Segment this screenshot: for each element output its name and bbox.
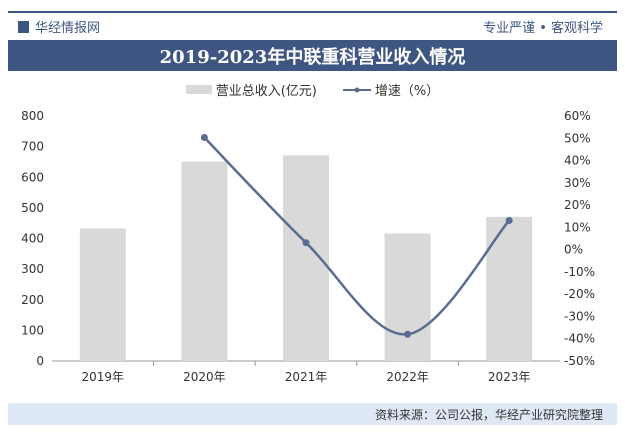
legend-bar: 营业总收入(亿元) xyxy=(185,80,317,99)
growth-point xyxy=(302,239,310,247)
legend: 营业总收入(亿元) 增速（%） xyxy=(0,80,625,99)
growth-line xyxy=(203,136,511,336)
right-tick-label: -40% xyxy=(564,332,595,346)
bar xyxy=(79,228,126,361)
bar xyxy=(181,161,228,361)
right-tick-label: 20% xyxy=(564,198,591,212)
right-tick-label: 10% xyxy=(564,220,591,234)
growth-point xyxy=(404,330,412,338)
left-tick-label: 300 xyxy=(21,262,44,276)
bar xyxy=(384,233,431,361)
bar xyxy=(283,155,329,361)
chart-title: 2019-2023年中联重科营业收入情况 xyxy=(8,40,617,71)
header-line xyxy=(8,11,617,13)
x-tick-label: 2019年 xyxy=(82,370,125,384)
left-tick-label: 800 xyxy=(21,109,44,123)
right-tick-label: -30% xyxy=(564,309,595,323)
right-tick-label: 30% xyxy=(564,176,591,190)
left-tick-label: 400 xyxy=(21,232,44,246)
right-tick-label: -50% xyxy=(564,354,595,368)
footer: 资料来源：公司公报，华经产业研究院整理 xyxy=(8,403,617,425)
x-tick-label: 2020年 xyxy=(183,370,226,384)
left-tick-label: 100 xyxy=(21,323,44,337)
right-tick-label: -20% xyxy=(564,287,595,301)
growth-point xyxy=(200,134,208,142)
right-tick-label: 60% xyxy=(564,109,591,123)
right-tick-label: -10% xyxy=(564,265,595,279)
left-tick-label: 0 xyxy=(36,354,44,368)
brand-name: 华经情报网 xyxy=(35,21,101,36)
x-tick-label: 2023年 xyxy=(488,370,531,384)
legend-line: 增速（%） xyxy=(342,80,439,99)
right-tick-label: 0% xyxy=(564,243,583,257)
left-tick-label: 700 xyxy=(21,140,44,154)
x-tick-label: 2021年 xyxy=(285,370,328,384)
brand: 华经情报网 xyxy=(18,17,100,36)
right-tick-label: 50% xyxy=(564,131,591,145)
logo-icon xyxy=(18,20,29,33)
slogan: 专业严谨 • 客观科学 xyxy=(483,21,603,36)
x-tick-label: 2022年 xyxy=(386,370,429,384)
right-tick-label: 40% xyxy=(564,154,591,168)
left-tick-label: 200 xyxy=(21,293,44,307)
bar xyxy=(486,216,533,361)
growth-point xyxy=(505,217,513,225)
left-tick-label: 600 xyxy=(21,170,44,184)
left-tick-label: 500 xyxy=(21,201,44,215)
source-text: 资料来源：公司公报，华经产业研究院整理 xyxy=(374,407,603,422)
